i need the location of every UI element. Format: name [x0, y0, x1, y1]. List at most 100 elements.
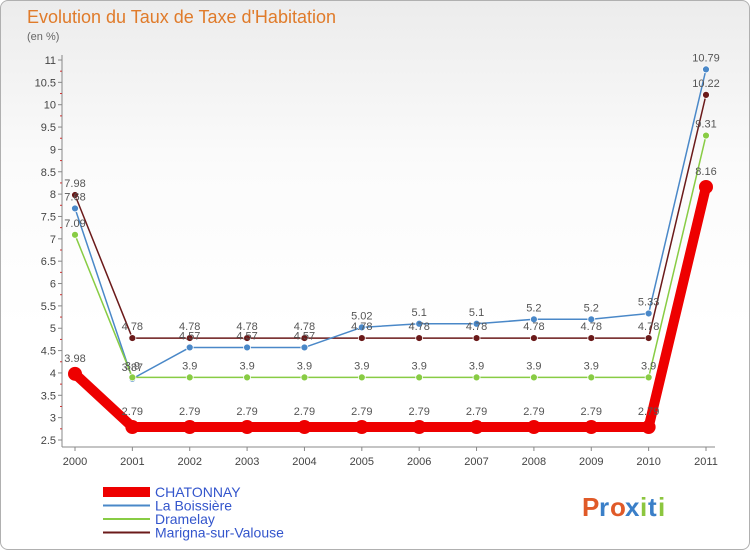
data-label: 3.9 [584, 360, 599, 372]
legend-label: CHATONNAY [155, 484, 241, 500]
legend-label: Dramelay [155, 511, 215, 527]
data-label: 7.68 [64, 191, 85, 203]
y-tick-label: 4.5 [41, 346, 56, 358]
brand-letter: o [610, 492, 626, 522]
data-point [300, 373, 309, 382]
data-point [357, 373, 366, 382]
data-label: 2.79 [236, 406, 257, 418]
data-point [415, 373, 424, 382]
data-label: 3.9 [354, 360, 369, 372]
data-point [702, 90, 710, 99]
brand-letter: r [599, 492, 609, 522]
series-line-dramelay [74, 134, 707, 379]
data-label: 10.79 [692, 52, 720, 64]
data-point [300, 334, 309, 342]
data-point [297, 420, 312, 435]
data-point [412, 420, 427, 435]
data-label: 2.79 [638, 406, 659, 418]
data-point [644, 373, 653, 382]
data-label: 4.78 [638, 321, 659, 333]
y-tick-label: 7.5 [41, 211, 56, 223]
y-tick-label: 2.5 [41, 435, 56, 447]
data-label: 4.78 [351, 321, 372, 333]
data-label: 2.79 [523, 406, 544, 418]
data-label: 5.02 [351, 310, 372, 322]
data-point [530, 315, 538, 324]
data-label: 3.9 [297, 360, 312, 372]
data-point [357, 323, 366, 332]
y-axis-ticks: 2.5 3 3.5 4 4.5 5 5.5 6 6.5 7 7.5 8 8.5 9 9.5 10 10.5 11 [35, 55, 62, 447]
data-labels: 7.98 4.78 4.78 4.78 4.78 4.78 4.78 4.78 4.78 4.78… [64, 52, 719, 418]
x-tick-label: 2007 [464, 456, 488, 468]
data-label: 5.33 [638, 296, 659, 308]
data-label: 4.78 [236, 321, 257, 333]
data-label: 5.2 [584, 302, 599, 314]
data-point [182, 420, 197, 435]
series-points [68, 65, 713, 435]
data-point [240, 420, 255, 435]
data-point [644, 334, 653, 342]
data-label: 5.1 [469, 307, 484, 319]
data-point [415, 334, 424, 342]
data-label: 3.9 [469, 360, 484, 372]
brand-letter: x [625, 492, 640, 522]
x-tick-label: 2005 [350, 456, 374, 468]
data-point [357, 334, 366, 342]
y-tick-label: 11 [45, 55, 56, 67]
data-label: 2.79 [351, 406, 372, 418]
data-label: 9.31 [695, 119, 716, 131]
data-label: 4.57 [294, 330, 315, 342]
data-point [587, 373, 596, 382]
y-tick-label: 10 [44, 100, 56, 112]
data-point [243, 373, 251, 382]
data-label: 3.9 [526, 360, 541, 372]
brand-letter: P [582, 492, 599, 522]
data-label: 3.9 [239, 360, 254, 372]
data-point [472, 334, 481, 342]
chart-axes [61, 55, 715, 448]
x-tick-label: 2001 [120, 456, 144, 468]
y-tick-label: 6.5 [41, 256, 56, 268]
data-point [185, 334, 194, 342]
data-point [702, 65, 710, 74]
data-point [128, 334, 137, 342]
data-label: 4.57 [179, 330, 200, 342]
data-point [699, 179, 713, 194]
data-point [243, 343, 251, 352]
data-label: 3.9 [182, 360, 197, 372]
y-tick-label: 9 [50, 144, 56, 156]
data-point [71, 191, 79, 199]
x-tick-label: 2003 [235, 456, 259, 468]
data-label: 7.09 [64, 218, 85, 230]
x-tick-label: 2004 [292, 456, 316, 468]
y-tick-label: 5 [50, 323, 56, 335]
data-point [300, 343, 309, 352]
data-label: 5.2 [526, 302, 541, 314]
data-point [587, 334, 596, 342]
data-label: 2.79 [408, 406, 429, 418]
chart-subtitle: (en %) [27, 31, 60, 43]
y-tick-label: 6 [50, 279, 56, 291]
series-line-la-boissi-re [74, 68, 707, 380]
data-point [530, 373, 538, 382]
data-point [185, 343, 194, 352]
data-point [584, 420, 599, 435]
legend-label: La Boissière [155, 498, 232, 514]
data-label: 2.79 [122, 406, 143, 418]
brand-letter: i [658, 492, 665, 522]
y-tick-label: 7 [50, 234, 56, 246]
data-point [185, 373, 194, 382]
chart-title: Evolution du Taux de Taxe d'Habitation [27, 7, 336, 27]
data-label: 4.78 [581, 321, 602, 333]
data-label: 4.78 [466, 321, 487, 333]
x-tick-label: 2002 [177, 456, 201, 468]
data-label: 2.79 [581, 406, 602, 418]
brand-letter: t [648, 492, 657, 522]
data-label: 4.78 [122, 321, 143, 333]
data-label: 2.79 [466, 406, 487, 418]
data-point [472, 373, 481, 382]
